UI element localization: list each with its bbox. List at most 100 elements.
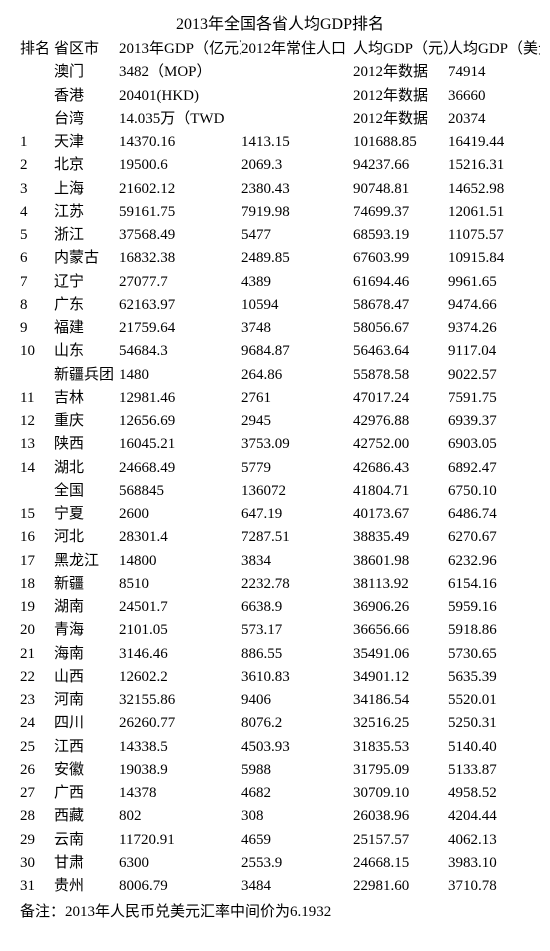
cell-usd: 9961.65 (448, 271, 540, 294)
cell-rank: 29 (20, 829, 54, 852)
cell-gdp: 2600 (119, 503, 241, 526)
cell-rank: 21 (20, 643, 54, 666)
cell-pc: 34901.12 (353, 666, 448, 689)
table-row: 7辽宁27077.7438961694.469961.65 (20, 271, 540, 294)
cell-gdp: 14800 (119, 550, 241, 573)
cell-rank: 18 (20, 573, 54, 596)
table-row: 4江苏59161.757919.9874699.3712061.51 (20, 201, 540, 224)
cell-pop: 2232.78 (241, 573, 353, 596)
cell-pop: 2945 (241, 410, 353, 433)
gdp-table: 排名 省区市 2013年GDP（亿元） 2012年常住人口（万） 人均GDP（元… (20, 38, 540, 898)
cell-pop: 5779 (241, 457, 353, 480)
table-header-row: 排名 省区市 2013年GDP（亿元） 2012年常住人口（万） 人均GDP（元… (20, 38, 540, 61)
table-row: 20青海2101.05573.1736656.665918.86 (20, 619, 540, 642)
cell-usd: 36660 (448, 85, 540, 108)
cell-prov: 陕西 (54, 433, 119, 456)
cell-pc: 35491.06 (353, 643, 448, 666)
cell-usd: 3710.78 (448, 875, 540, 898)
cell-prov: 西藏 (54, 805, 119, 828)
header-gdp: 2013年GDP（亿元） (119, 38, 241, 61)
cell-rank: 20 (20, 619, 54, 642)
cell-rank: 11 (20, 387, 54, 410)
cell-usd: 6892.47 (448, 457, 540, 480)
cell-usd: 5520.01 (448, 689, 540, 712)
cell-prov: 青海 (54, 619, 119, 642)
cell-pop: 7919.98 (241, 201, 353, 224)
cell-usd: 5250.31 (448, 712, 540, 735)
cell-gdp: 8006.79 (119, 875, 241, 898)
cell-rank: 30 (20, 852, 54, 875)
cell-prov: 山东 (54, 340, 119, 363)
cell-pop: 3834 (241, 550, 353, 573)
cell-pop: 264.86 (241, 364, 353, 387)
cell-rank: 1 (20, 131, 54, 154)
cell-rank (20, 85, 54, 108)
cell-rank: 28 (20, 805, 54, 828)
cell-rank: 26 (20, 759, 54, 782)
cell-usd: 7591.75 (448, 387, 540, 410)
cell-pop: 9684.87 (241, 340, 353, 363)
cell-pop: 8076.2 (241, 712, 353, 735)
cell-gdp: 21602.12 (119, 178, 241, 201)
cell-gdp: 54684.3 (119, 340, 241, 363)
cell-usd: 4204.44 (448, 805, 540, 828)
cell-pc: 58056.67 (353, 317, 448, 340)
cell-rank: 4 (20, 201, 54, 224)
cell-pc: 68593.19 (353, 224, 448, 247)
table-row: 10山东54684.39684.8756463.649117.04 (20, 340, 540, 363)
cell-prov: 广东 (54, 294, 119, 317)
footnote: 备注：2013年人民币兑美元汇率中间价为6.1932 (20, 900, 540, 921)
cell-pc: 67603.99 (353, 247, 448, 270)
cell-prov: 云南 (54, 829, 119, 852)
cell-pc: 36656.66 (353, 619, 448, 642)
cell-rank: 2 (20, 154, 54, 177)
table-row: 15宁夏2600647.1940173.676486.74 (20, 503, 540, 526)
cell-pop: 647.19 (241, 503, 353, 526)
cell-gdp: 16045.21 (119, 433, 241, 456)
table-row: 全国56884513607241804.716750.10 (20, 480, 540, 503)
table-row: 17黑龙江14800383438601.986232.96 (20, 550, 540, 573)
cell-pc: 42752.00 (353, 433, 448, 456)
cell-gdp: 16832.38 (119, 247, 241, 270)
cell-gdp: 14338.5 (119, 736, 241, 759)
cell-rank (20, 61, 54, 84)
cell-prov: 台湾 (54, 108, 119, 131)
cell-pc: 32516.25 (353, 712, 448, 735)
cell-pc: 42686.43 (353, 457, 448, 480)
cell-pop: 10594 (241, 294, 353, 317)
cell-rank: 10 (20, 340, 54, 363)
cell-pop: 3610.83 (241, 666, 353, 689)
table-row: 14湖北24668.49577942686.436892.47 (20, 457, 540, 480)
table-row: 12重庆12656.69294542976.886939.37 (20, 410, 540, 433)
cell-usd: 6154.16 (448, 573, 540, 596)
table-row: 21海南3146.46886.5535491.065730.65 (20, 643, 540, 666)
cell-gdp: 19500.6 (119, 154, 241, 177)
cell-pc: 42976.88 (353, 410, 448, 433)
table-row: 台湾14.035万（TWD2012年数据20374 (20, 108, 540, 131)
table-row: 2北京19500.62069.394237.6615216.31 (20, 154, 540, 177)
cell-rank: 3 (20, 178, 54, 201)
table-row: 22山西12602.23610.8334901.125635.39 (20, 666, 540, 689)
cell-prov: 四川 (54, 712, 119, 735)
cell-pop: 9406 (241, 689, 353, 712)
table-row: 13陕西16045.213753.0942752.006903.05 (20, 433, 540, 456)
cell-prov: 贵州 (54, 875, 119, 898)
cell-usd: 5133.87 (448, 759, 540, 782)
cell-pop: 2069.3 (241, 154, 353, 177)
table-row: 9福建21759.64374858056.679374.26 (20, 317, 540, 340)
cell-gdp: 14378 (119, 782, 241, 805)
cell-pop: 4682 (241, 782, 353, 805)
cell-pop: 573.17 (241, 619, 353, 642)
cell-pc: 74699.37 (353, 201, 448, 224)
cell-rank: 9 (20, 317, 54, 340)
cell-pc: 31795.09 (353, 759, 448, 782)
table-row: 29云南11720.91465925157.574062.13 (20, 829, 540, 852)
cell-prov: 江苏 (54, 201, 119, 224)
cell-gdp: 1480 (119, 364, 241, 387)
table-row: 5浙江37568.49547768593.1911075.57 (20, 224, 540, 247)
table-row: 19湖南24501.76638.936906.265959.16 (20, 596, 540, 619)
cell-pop: 6638.9 (241, 596, 353, 619)
cell-prov: 重庆 (54, 410, 119, 433)
cell-usd: 20374 (448, 108, 540, 131)
table-row: 26安徽19038.9598831795.095133.87 (20, 759, 540, 782)
